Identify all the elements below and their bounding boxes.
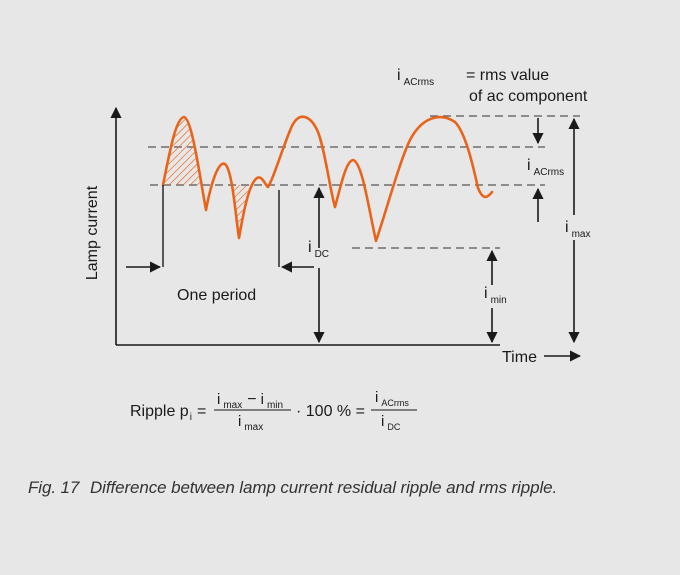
formula-ripple-label: Ripple pi <box>130 403 192 423</box>
imax-label: i max <box>565 219 590 240</box>
formula-numerator: i max − i min <box>217 391 283 411</box>
imin-label: i min <box>484 285 507 306</box>
formula-equals: = <box>197 403 206 420</box>
figure-caption-text: Difference between lamp current residual… <box>90 478 558 497</box>
one-period-label: One period <box>177 287 256 304</box>
hatched-area-2 <box>232 185 249 238</box>
formula-multiply: · 100 % = <box>296 403 365 420</box>
iacrms-label-right: i ACrms <box>527 157 564 178</box>
figure-caption: Fig. 17 Difference between lamp current r… <box>28 478 557 498</box>
lamp-current-waveform <box>161 115 494 243</box>
formula-rms-numerator: i ACrms <box>375 389 409 408</box>
idc-label: i DC <box>308 239 329 260</box>
iacrms-def-line1: = rms value <box>466 67 549 84</box>
formula-rms-denominator: i DC <box>381 413 401 432</box>
ripple-formula: Ripple pi = i max − i min i max · 100 % = i AC… <box>130 389 417 433</box>
hatched-area-1 <box>163 117 201 185</box>
x-axis-label: Time <box>502 349 537 366</box>
iacrms-def-line2: of ac component <box>469 88 588 105</box>
formula-denominator: i max <box>238 413 263 433</box>
y-axis-label: Lamp current <box>84 185 101 280</box>
iacrms-def-symbol: i ACrms <box>397 67 434 88</box>
figure-number: Fig. 17 <box>28 478 80 497</box>
